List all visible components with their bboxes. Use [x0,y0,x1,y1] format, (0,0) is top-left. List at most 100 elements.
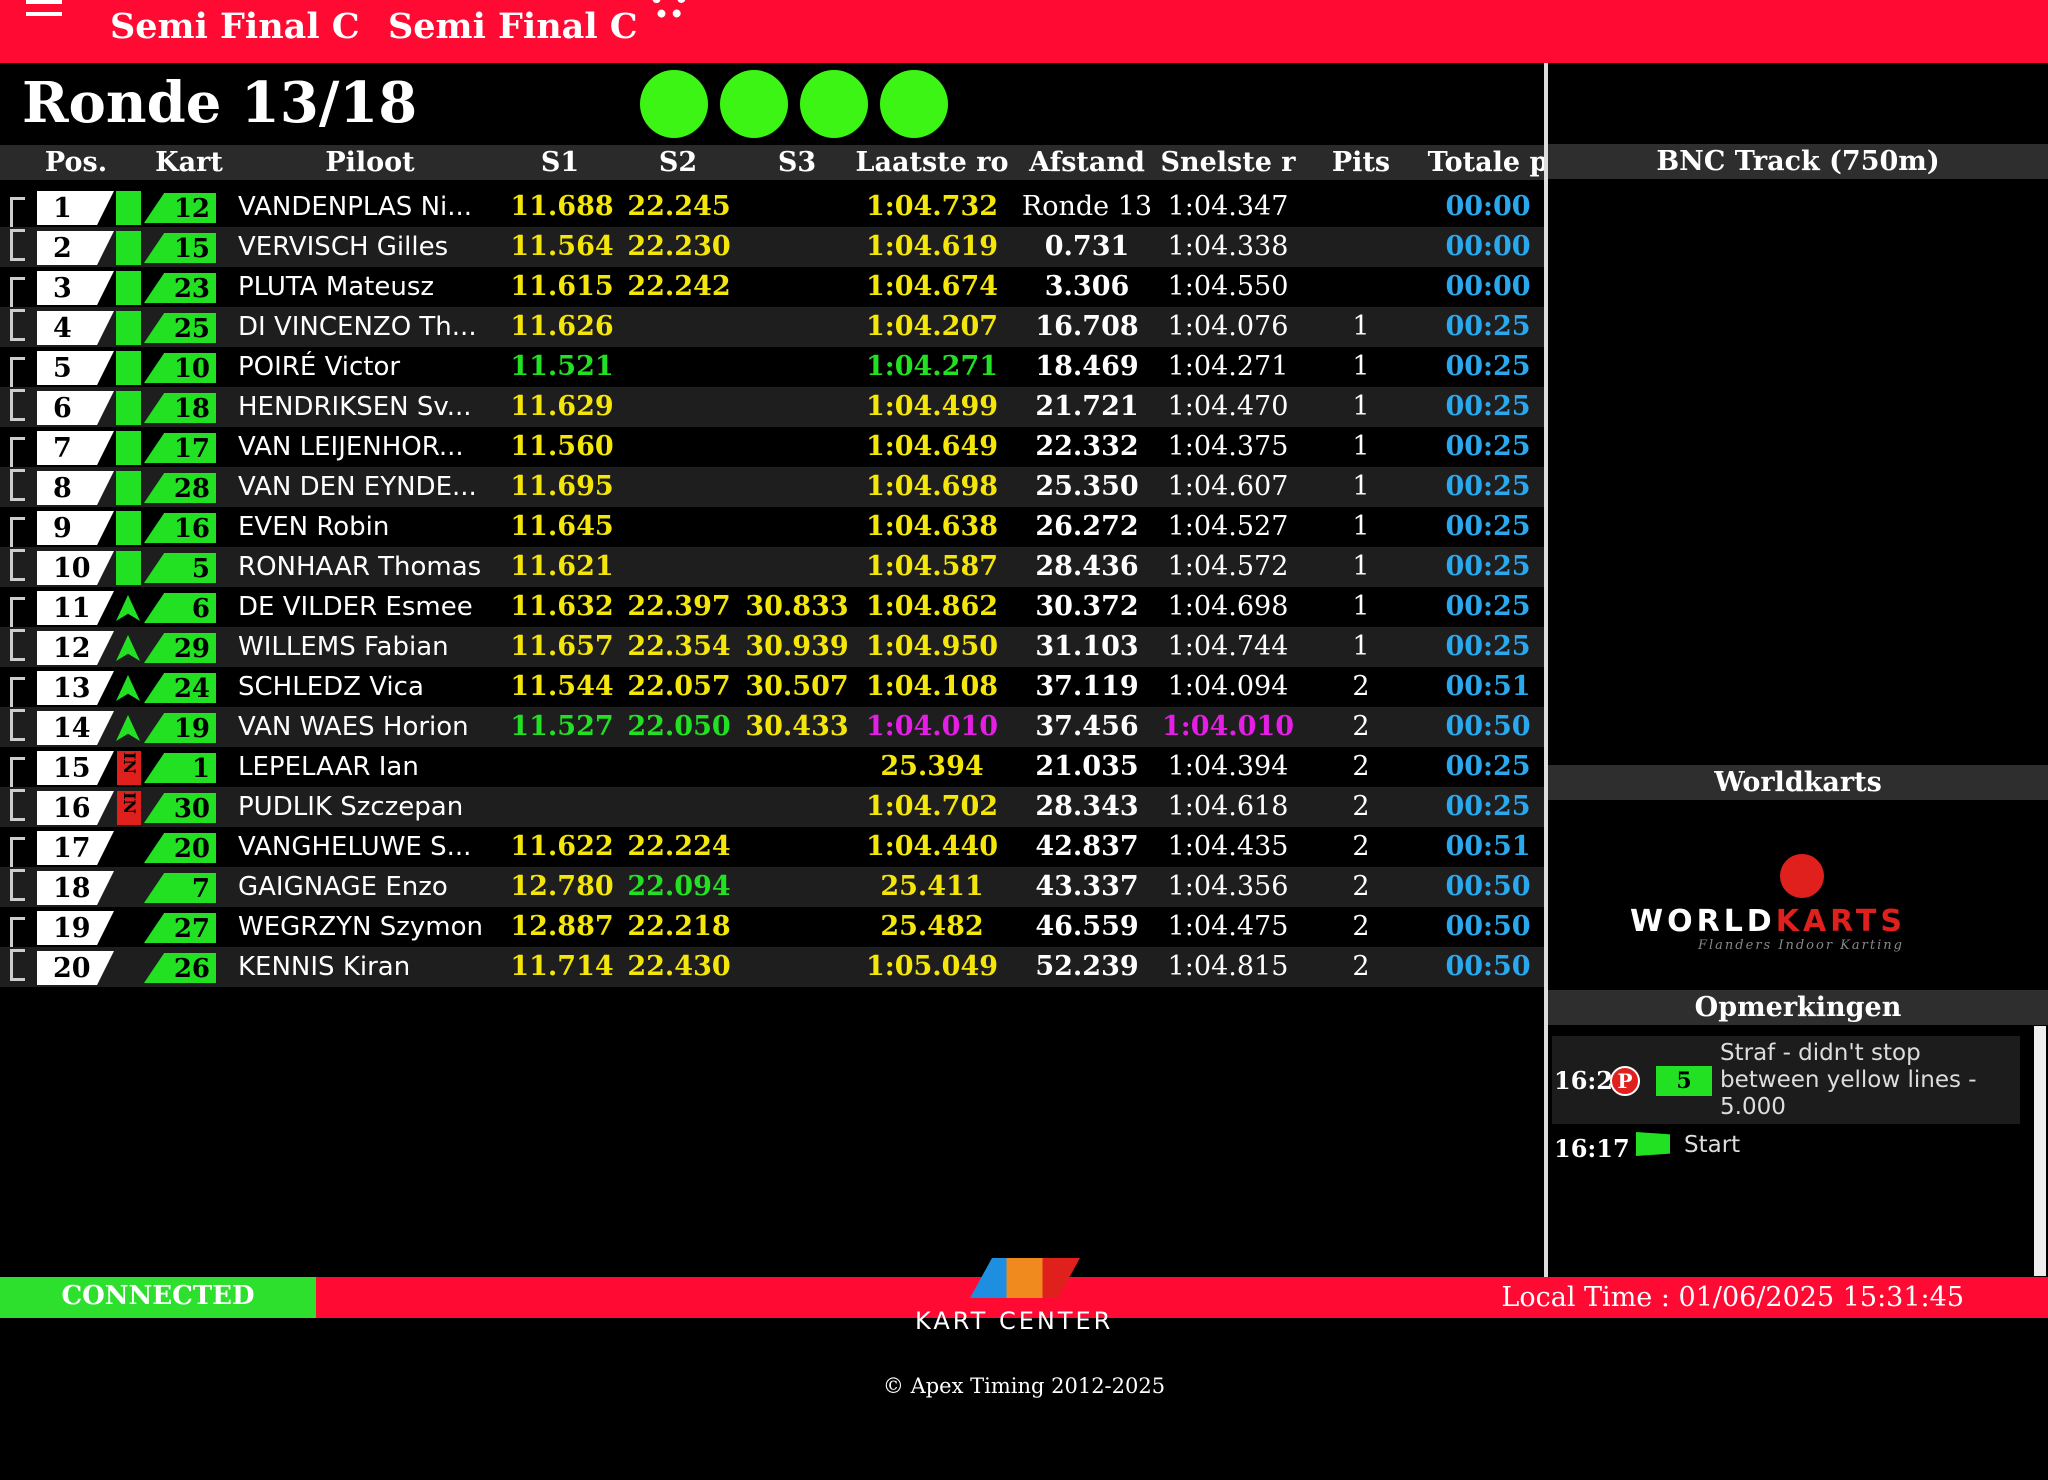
cell-last: 1:04.638 [865,511,999,542]
kart-number: 5 [144,553,216,583]
cell-pits: 2 [1352,671,1370,702]
group-bracket [10,309,25,341]
kart-number: 17 [144,433,216,463]
cell-s2: 22.230 [627,231,731,262]
cell-total: 00:00 [1445,191,1531,222]
cell-last: 1:04.587 [865,551,999,582]
cell-s1: 12.780 [510,871,614,902]
track-title: BNC Track (750m) [1548,144,2048,179]
column-header: Kart [155,147,223,178]
remark-row: 16:17 Start [1552,1130,2020,1170]
status-marker [116,551,141,585]
result-row: 20 26 KENNIS Kiran 11.714 22.430 1:05.049 52.2… [0,947,1544,987]
cell-s1: 11.714 [510,951,614,982]
driver-name: GAIGNAGE Enzo [238,872,448,902]
settings-button[interactable] [652,0,686,20]
sponsor-title: Worldkarts [1548,765,2048,800]
scrollbar[interactable] [2034,1026,2046,1276]
cell-total: 00:25 [1445,391,1531,422]
logo-tagline: Flanders Indoor Karting [1698,938,1904,953]
cell-s1: 11.695 [510,471,614,502]
cell-s2: 22.224 [627,831,731,862]
driver-name: POIRÉ Victor [238,352,401,382]
group-bracket [10,837,25,867]
cell-total: 00:50 [1445,951,1531,982]
cell-last: 1:04.950 [865,631,999,662]
cell-last: 1:04.499 [865,391,999,422]
cell-last: 25.411 [880,871,984,902]
cell-pits: 1 [1352,351,1370,382]
cell-s1: 11.564 [510,231,614,262]
cell-total: 00:25 [1445,791,1531,822]
cell-s1: 11.622 [510,831,614,862]
status-marker [116,391,141,425]
position: 11 [37,591,114,625]
cell-s2: 22.245 [627,191,731,222]
top-bar: Semi Final C Semi Final C [0,0,2048,63]
cell-total: 00:00 [1445,231,1531,262]
status-arrow [116,595,140,621]
cell-s1: 11.621 [510,551,614,582]
cell-best: 1:04.550 [1167,271,1289,302]
cell-gap: 16.708 [1035,311,1139,342]
result-row: 18 7 GAIGNAGE Enzo 12.780 22.094 25.411 43.337… [0,867,1544,907]
cell-total: 00:25 [1445,551,1531,582]
cell-total: 00:25 [1445,351,1531,382]
cell-last: 1:04.674 [865,271,999,302]
driver-name: VANGHELUWE S... [238,832,472,862]
cell-s3: 30.433 [745,711,849,742]
cell-best: 1:04.394 [1167,751,1289,782]
cell-pits: 2 [1352,751,1370,782]
column-header: S3 [777,147,817,178]
cell-last: 25.482 [880,911,984,942]
cell-last: 1:04.649 [865,431,999,462]
cell-best: 1:04.527 [1167,511,1289,542]
start-light [720,70,788,138]
cell-pits: 1 [1352,431,1370,462]
group-bracket [10,517,25,547]
logo-icon [1780,854,1824,898]
kart-number: 28 [144,473,216,503]
cell-total: 00:25 [1445,751,1531,782]
cell-best: 1:04.698 [1167,591,1289,622]
cell-s1: 11.632 [510,591,614,622]
menu-button[interactable] [26,0,62,16]
kart-number: 23 [144,273,216,303]
session-title: Semi Final C [388,6,638,47]
position: 6 [37,391,114,425]
cell-best: 1:04.475 [1167,911,1289,942]
column-header: Pits [1331,147,1391,178]
result-row: 8 28 VAN DEN EYNDE... 11.695 1:04.698 25.350 1… [0,467,1544,507]
cell-s1: 11.688 [510,191,614,222]
cell-pits: 1 [1352,311,1370,342]
position: 7 [37,431,114,465]
driver-name: WEGRZYN Szymon [238,912,484,942]
cell-total: 00:50 [1445,871,1531,902]
logo-text: WORLD [1630,904,1776,939]
cell-s2: 22.218 [627,911,731,942]
remark-time: 16:2 [1554,1066,1613,1095]
in-pit-badge: IN [117,791,141,825]
cell-pits: 2 [1352,711,1370,742]
position: 5 [37,351,114,385]
cell-s3: 30.939 [745,631,849,662]
group-bracket [10,197,25,227]
remarks-title: Opmerkingen [1548,990,2048,1025]
cell-pits: 2 [1352,911,1370,942]
cell-pits: 2 [1352,831,1370,862]
kart-number: 16 [144,513,216,543]
cell-s1: 11.657 [510,631,614,662]
cell-last: 1:04.732 [865,191,999,222]
driver-name: VERVISCH Gilles [238,232,449,262]
kart-number: 29 [144,633,216,663]
kart-number: 24 [144,673,216,703]
table-header: Pos. Kart Piloot S1 S2 S3 Laatste ro Afstand Sne… [0,145,1544,180]
status-marker [116,431,141,465]
driver-name: PLUTA Mateusz [238,272,435,302]
driver-name: DI VINCENZO Th... [238,312,477,342]
cell-best: 1:04.338 [1167,231,1289,262]
cell-last: 1:04.619 [865,231,999,262]
position: 20 [37,951,114,985]
cell-gap: 3.306 [1044,271,1130,302]
session-title: Semi Final C [110,6,360,47]
